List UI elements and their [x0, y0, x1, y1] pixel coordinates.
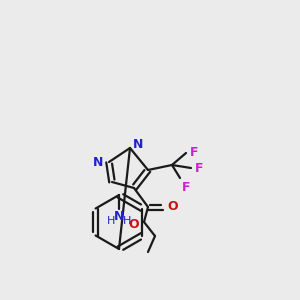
- Text: N: N: [114, 211, 124, 224]
- Text: N: N: [93, 155, 103, 169]
- Text: F: F: [190, 146, 199, 158]
- Text: F: F: [195, 161, 203, 175]
- Text: O: O: [128, 218, 139, 230]
- Text: H: H: [123, 216, 131, 226]
- Text: N: N: [133, 139, 143, 152]
- Text: F: F: [182, 181, 190, 194]
- Text: O: O: [167, 200, 178, 214]
- Text: H: H: [107, 216, 115, 226]
